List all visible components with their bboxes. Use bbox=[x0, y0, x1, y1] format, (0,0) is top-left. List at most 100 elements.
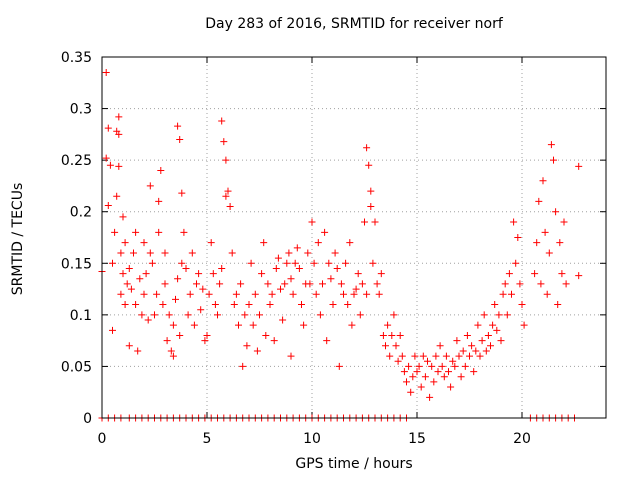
data-point bbox=[503, 311, 511, 319]
data-point bbox=[293, 244, 301, 252]
data-point bbox=[329, 301, 337, 309]
data-point bbox=[214, 311, 221, 319]
data-point bbox=[415, 362, 423, 370]
data-point bbox=[140, 239, 148, 247]
data-point bbox=[388, 331, 396, 339]
data-point bbox=[130, 249, 137, 257]
data-point bbox=[367, 187, 375, 195]
data-point bbox=[447, 383, 455, 391]
data-point bbox=[117, 290, 125, 298]
data-point bbox=[543, 290, 551, 298]
data-point bbox=[453, 337, 461, 345]
data-point bbox=[476, 352, 484, 360]
data-point bbox=[146, 249, 154, 257]
data-point bbox=[436, 342, 444, 350]
data-point bbox=[232, 290, 240, 298]
axis-ticks: 0 0.05 0.1 0.15 0.2 0.25 0.3 0.35 0 5 10 15 20 bbox=[61, 50, 606, 447]
data-point bbox=[499, 290, 507, 298]
data-point bbox=[197, 306, 205, 314]
data-point bbox=[125, 264, 133, 272]
y-tick-label: 0.1 bbox=[70, 308, 92, 324]
data-point bbox=[174, 275, 182, 283]
data-point bbox=[287, 275, 295, 283]
x-axis-label: GPS time / hours bbox=[295, 456, 413, 472]
data-point bbox=[373, 280, 381, 288]
data-point bbox=[514, 234, 522, 241]
data-point bbox=[361, 218, 368, 226]
data-point bbox=[482, 347, 490, 355]
data-point bbox=[123, 280, 131, 288]
data-point bbox=[346, 239, 354, 247]
data-point bbox=[142, 270, 150, 278]
data-point bbox=[258, 270, 266, 278]
data-point bbox=[539, 177, 547, 185]
data-point bbox=[369, 259, 377, 267]
data-point bbox=[134, 347, 142, 355]
data-point bbox=[310, 259, 318, 267]
data-point bbox=[106, 161, 114, 169]
data-point bbox=[211, 301, 219, 309]
data-point bbox=[459, 347, 467, 355]
data-point bbox=[316, 311, 324, 319]
data-point bbox=[411, 352, 419, 360]
data-point bbox=[358, 280, 366, 288]
data-point bbox=[312, 290, 320, 298]
data-point bbox=[493, 326, 501, 334]
data-point bbox=[140, 290, 148, 298]
data-point bbox=[228, 249, 236, 257]
data-point bbox=[386, 352, 394, 360]
data-point bbox=[247, 259, 255, 267]
data-point bbox=[243, 342, 251, 350]
data-point bbox=[314, 239, 322, 247]
data-point bbox=[119, 270, 127, 278]
data-point bbox=[230, 301, 238, 309]
data-point bbox=[417, 383, 425, 391]
data-point bbox=[262, 331, 270, 339]
data-point bbox=[167, 347, 175, 355]
data-point bbox=[556, 239, 564, 247]
data-point bbox=[113, 192, 121, 200]
data-point bbox=[421, 373, 429, 381]
data-point bbox=[455, 352, 463, 360]
data-point bbox=[518, 301, 526, 309]
data-point bbox=[277, 285, 284, 293]
x-tick-label: 0 bbox=[98, 431, 107, 447]
data-point bbox=[157, 166, 165, 174]
data-point bbox=[321, 228, 329, 236]
data-point bbox=[172, 295, 179, 303]
data-point bbox=[409, 373, 417, 381]
data-point bbox=[356, 311, 364, 319]
data-point bbox=[182, 264, 190, 272]
data-point bbox=[226, 203, 234, 211]
data-point bbox=[491, 301, 499, 309]
data-point bbox=[272, 264, 280, 272]
data-point bbox=[552, 208, 560, 216]
data-point bbox=[165, 311, 173, 319]
data-point bbox=[480, 311, 488, 319]
data-point bbox=[270, 337, 278, 345]
data-point bbox=[442, 352, 450, 360]
data-point bbox=[222, 192, 230, 200]
data-point bbox=[203, 331, 211, 339]
data-point bbox=[478, 337, 486, 345]
data-point bbox=[384, 321, 392, 329]
data-point bbox=[560, 218, 568, 226]
data-point bbox=[484, 331, 492, 339]
data-point bbox=[253, 347, 261, 355]
data-point bbox=[363, 290, 371, 298]
data-point bbox=[516, 280, 524, 288]
data-point bbox=[274, 254, 282, 262]
data-point bbox=[405, 362, 413, 370]
data-point bbox=[218, 117, 226, 125]
data-point bbox=[132, 301, 140, 309]
data-point bbox=[541, 228, 549, 236]
y-tick-label: 0.2 bbox=[70, 205, 92, 221]
data-point bbox=[144, 316, 152, 324]
data-point bbox=[104, 202, 112, 210]
data-point bbox=[554, 301, 562, 309]
data-point bbox=[461, 362, 469, 370]
data-point bbox=[562, 280, 570, 288]
data-point bbox=[287, 352, 295, 360]
data-point bbox=[190, 321, 198, 329]
data-point bbox=[207, 239, 215, 247]
